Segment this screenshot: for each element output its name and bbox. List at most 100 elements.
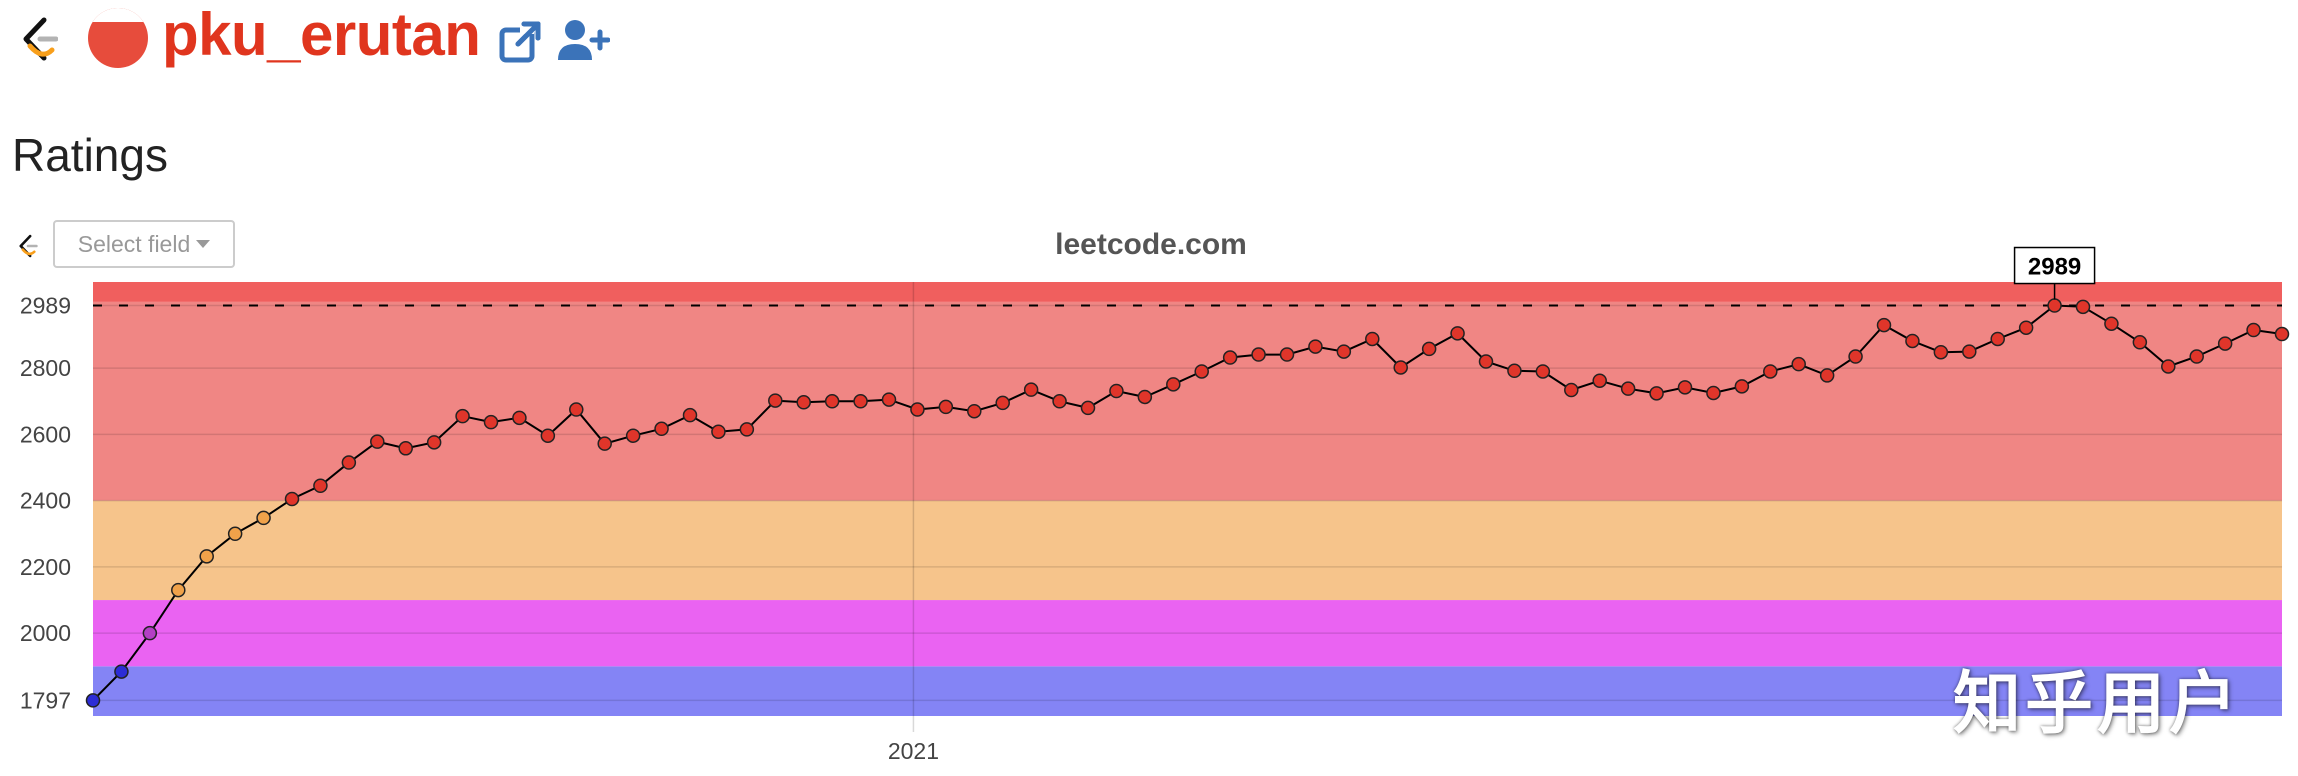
rating-point (256, 510, 271, 526)
y-tick-label: 2800 (20, 355, 71, 381)
rating-point (85, 693, 101, 708)
username[interactable]: pku_erutan (162, 1, 481, 68)
watermark: 知乎用户 (1953, 665, 2242, 744)
rating-point (1535, 364, 1551, 379)
rating-point (199, 549, 214, 564)
rating-point (711, 424, 726, 439)
rating-point (1876, 317, 1892, 333)
rating-point (1052, 394, 1067, 409)
chevron-down-icon (196, 240, 211, 248)
rating-point (2047, 298, 2062, 313)
rating-point (1365, 331, 1380, 347)
rating-point (1962, 344, 1977, 359)
rating-point (114, 664, 129, 679)
rating-point (2189, 349, 2204, 364)
ratings-chart: leetcode.com 1797 2000 2200 2400 2600 2800 298… (20, 228, 2290, 764)
rating-point (1336, 344, 1352, 359)
rating-point (967, 403, 982, 419)
rating-point (540, 428, 556, 443)
rating-point (1848, 349, 1863, 364)
rating-point (910, 402, 925, 417)
rating-point (1080, 400, 1096, 416)
rating-point (1194, 364, 1209, 379)
rating-point (1620, 381, 1636, 396)
rating-point (995, 395, 1010, 411)
rating-point (2246, 322, 2261, 338)
y-tick-label: 2200 (20, 554, 71, 580)
y-tick-label: 1797 (20, 687, 71, 713)
rating-point (824, 394, 840, 409)
rating-point (853, 394, 868, 409)
rating-point (1706, 385, 1721, 401)
rating-point (1933, 344, 1949, 360)
rating-point (1763, 364, 1778, 379)
profile-header: pku_erutan (0, 0, 900, 80)
rating-point (1023, 382, 1039, 397)
rating-point (1507, 363, 1522, 379)
rating-point (398, 441, 413, 456)
half-filled-red-circle-icon (88, 8, 148, 68)
rating-point (1592, 373, 1607, 388)
rating-point (1166, 377, 1181, 392)
rating-point (1819, 368, 1835, 383)
rating-point (1990, 331, 2005, 347)
rating-point (1308, 339, 1323, 354)
y-tick-label: 2000 (20, 620, 71, 646)
rating-band-0 (93, 666, 2282, 716)
leetcode-logo-icon[interactable] (18, 16, 59, 67)
peak-label-box (2013, 246, 2096, 285)
rating-point (1222, 350, 1238, 365)
rating-point (569, 402, 584, 417)
rating-point (1791, 356, 1806, 372)
rating-point (1564, 382, 1579, 398)
rating-point (768, 393, 783, 408)
rating-point (1905, 333, 1920, 349)
rating-point (2274, 326, 2290, 342)
rating-point (2104, 316, 2119, 331)
external-link-icon[interactable] (498, 20, 542, 69)
rating-point (1478, 354, 1494, 369)
select-field-dropdown[interactable]: Select field (53, 220, 235, 268)
rating-point (2217, 336, 2233, 351)
rating-point (597, 436, 612, 451)
rating-band-1 (93, 600, 2282, 667)
rating-point (1393, 360, 1408, 375)
rating-point (2075, 299, 2091, 315)
rating-point (682, 407, 698, 423)
rating-point (142, 625, 158, 641)
rating-band-2 (93, 500, 2282, 601)
rating-point (483, 414, 499, 430)
select-field-label: Select field (77, 230, 191, 257)
rating-point (2161, 359, 2176, 374)
rating-point (1109, 383, 1124, 399)
rating-band-3 (93, 301, 2282, 501)
rating-point (1677, 380, 1693, 395)
y-tick-label: 2989 (20, 293, 71, 319)
rating-point (2018, 320, 2034, 335)
rating-point (654, 421, 669, 437)
rating-point (227, 526, 243, 542)
leetcode-logo-icon (16, 234, 38, 263)
rating-point (313, 478, 328, 493)
rating-point (370, 434, 385, 449)
rating-point (284, 491, 300, 507)
section-title: Ratings (12, 129, 168, 181)
rating-point (1421, 341, 1437, 357)
rating-point (938, 399, 954, 415)
rating-point (881, 392, 897, 407)
chart-title: leetcode.com (1055, 228, 1247, 261)
rating-point (1279, 347, 1295, 362)
y-tick-label: 2600 (20, 421, 71, 447)
rating-point (341, 455, 357, 470)
y-tick-label: 2400 (20, 488, 71, 514)
add-user-icon[interactable] (556, 18, 611, 69)
rating-point (426, 435, 442, 450)
rating-point (1649, 386, 1664, 401)
rating-point (455, 408, 470, 424)
peak-label: 2989 (2028, 254, 2081, 281)
rating-point (1734, 379, 1750, 394)
rating-point (171, 582, 186, 598)
rating-point (1450, 326, 1465, 341)
rating-point (1137, 389, 1153, 405)
rating-point (739, 422, 755, 437)
